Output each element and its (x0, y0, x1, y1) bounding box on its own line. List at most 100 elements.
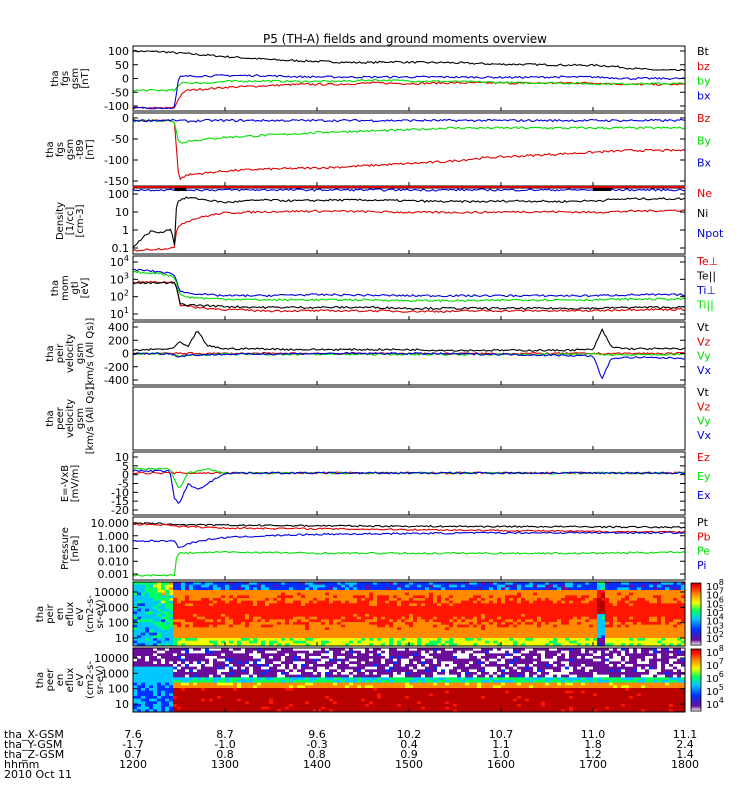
tick-label: -200 (104, 361, 129, 374)
legend-Vy: Vy (697, 415, 711, 428)
tick-label: 400 (108, 321, 129, 334)
legend-Vx: Vx (697, 364, 712, 377)
y-axis-label-line: [nT] (80, 68, 91, 88)
legend-Vt: Vt (697, 386, 710, 399)
legend-Pt: Pt (697, 516, 709, 529)
tick-label: 0 (122, 348, 129, 361)
legend-Ez: Ez (697, 451, 710, 464)
tick-label: 104 (110, 254, 129, 269)
series-Bt (133, 50, 685, 71)
panel-frame (133, 46, 685, 111)
legend-Bx: Bx (697, 157, 712, 170)
spectrogram-image (133, 648, 686, 713)
tick-label: 10 (115, 206, 129, 219)
tick-label: 103 (110, 271, 129, 286)
legend-Bt: Bt (697, 45, 710, 58)
series-Ex (133, 470, 685, 503)
series-Bz (133, 119, 685, 179)
panel-frame (133, 113, 685, 186)
tick-label: 200 (108, 334, 129, 347)
y-axis-label: Pressure[nPa] (60, 527, 81, 570)
legend-Ni: Ni (697, 207, 708, 220)
legend-Vt: Vt (697, 321, 710, 334)
legend-Te⊥: Te⊥ (696, 255, 718, 268)
legend-Pb: Pb (697, 530, 711, 543)
legend-Bz: Bz (697, 112, 711, 125)
tick-label: 0 (122, 73, 129, 86)
tick-label: 1.000 (98, 530, 130, 543)
tick-label: -50 (111, 86, 129, 99)
plot-title: P5 (TH-A) fields and ground moments over… (263, 32, 547, 46)
series-Ti⊥ (133, 269, 685, 296)
legend-Ey: Ey (697, 470, 711, 483)
series-Ni (133, 197, 685, 247)
tick-label: 102 (110, 289, 129, 304)
y-axis-label-line: [nPa] (70, 535, 81, 561)
series-Ti|| (133, 271, 685, 301)
tick-label: -150 (104, 175, 129, 188)
panel-frame (133, 387, 685, 450)
y-axis-label: E=-VxB[mV/m] (60, 465, 81, 503)
y-axis-label-line: [km/s (All Qs)] (85, 383, 96, 455)
legend-Vz: Vz (697, 400, 711, 413)
tick-label: 50 (115, 59, 129, 72)
y-axis-label-line: sr-eV) (95, 599, 106, 628)
series-By (133, 120, 685, 143)
tick-label: 1 (122, 224, 129, 237)
legend-bx: bx (697, 89, 711, 102)
panel-frame (133, 517, 685, 580)
legend-Ti⊥: Ti⊥ (696, 284, 716, 297)
panel-frame (133, 188, 685, 254)
y-axis-label-line: [mV/m] (70, 465, 81, 503)
series-bz (133, 82, 685, 109)
tick-label: 0.001 (98, 568, 130, 581)
tick-label: 0.010 (98, 555, 130, 568)
legend-Ne: Ne (697, 187, 712, 200)
tick-label: 100 (108, 45, 129, 58)
legend-bz: bz (697, 60, 710, 73)
y-axis-label-line: [km/s (All Qs)] (85, 318, 96, 390)
series-Pe (133, 551, 685, 576)
tick-label: 10.000 (91, 517, 130, 530)
tick-label: 0.100 (98, 543, 130, 556)
legend-By: By (697, 134, 712, 147)
series-Vx (133, 353, 685, 379)
y-axis-label-line: [nT] (85, 139, 96, 159)
series-Ne (133, 210, 685, 251)
legend-Ti||: Ti|| (696, 299, 714, 312)
tick-label: -100 (104, 154, 129, 167)
spectrogram-image (133, 582, 686, 647)
tick-label: 0 (122, 112, 129, 125)
series-bx (133, 75, 685, 109)
series-Bx (133, 119, 685, 122)
legend-Pi: Pi (697, 559, 706, 572)
panel-frame (133, 452, 685, 515)
tick-label: 10 (115, 632, 129, 645)
tick-label: 100 (108, 188, 129, 201)
tick-label: -50 (111, 133, 129, 146)
legend-Ex: Ex (697, 489, 711, 502)
tick-label: -400 (104, 374, 129, 387)
y-axis-label: Density[1/cc][cm-3] (55, 202, 86, 240)
y-axis-label-line: [cm-3] (75, 204, 86, 237)
legend-Vy: Vy (697, 350, 711, 363)
legend-Vz: Vz (697, 335, 711, 348)
tick-label: 100 (108, 617, 129, 630)
